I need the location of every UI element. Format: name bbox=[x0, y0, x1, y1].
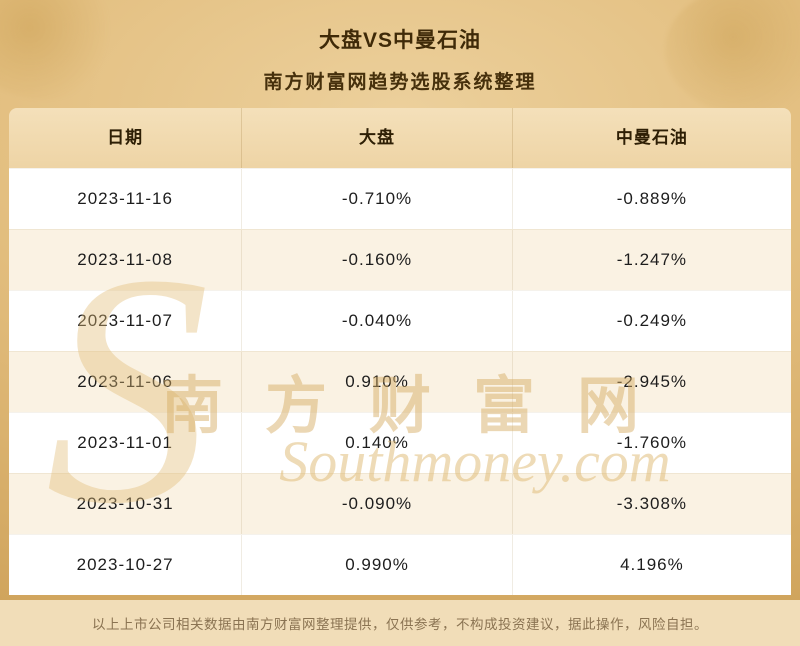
cell-stock: 4.196% bbox=[511, 535, 791, 595]
table-row: 2023-11-07 -0.040% -0.249% bbox=[9, 290, 791, 351]
cell-market: 0.910% bbox=[241, 352, 512, 412]
header-cell-stock: 中曼石油 bbox=[511, 108, 791, 168]
cell-market: -0.090% bbox=[241, 474, 512, 534]
cell-stock: -3.308% bbox=[511, 474, 791, 534]
cell-stock: -0.889% bbox=[511, 169, 791, 229]
table-header-row: 日期 大盘 中曼石油 bbox=[9, 108, 791, 168]
cell-stock: -1.760% bbox=[511, 413, 791, 473]
banner: 大盘VS中曼石油 南方财富网趋势选股系统整理 bbox=[0, 0, 800, 108]
cell-date: 2023-11-07 bbox=[77, 311, 173, 330]
cell-stock: -1.247% bbox=[511, 230, 791, 290]
table-row: 2023-10-27 0.990% 4.196% bbox=[9, 534, 791, 595]
cell-market: 0.140% bbox=[241, 413, 512, 473]
page-subtitle: 南方财富网趋势选股系统整理 bbox=[263, 72, 537, 93]
table-row: 2023-11-16 -0.710% -0.889% bbox=[9, 168, 791, 229]
cell-market: 0.990% bbox=[241, 535, 512, 595]
header-cell-market: 大盘 bbox=[241, 108, 512, 168]
table-row: 2023-11-08 -0.160% -1.247% bbox=[9, 229, 791, 290]
data-table: 日期 大盘 中曼石油 2023-11-16 -0.710% -0.889% 20… bbox=[9, 108, 791, 595]
cell-date: 2023-11-01 bbox=[77, 433, 173, 452]
page-title: 大盘VS中曼石油 bbox=[318, 29, 481, 52]
table-row: 2023-11-01 0.140% -1.760% bbox=[9, 412, 791, 473]
cell-date: 2023-10-27 bbox=[76, 555, 174, 574]
cell-date: 2023-11-06 bbox=[77, 372, 173, 391]
cell-market: -0.160% bbox=[241, 230, 512, 290]
cell-market: -0.710% bbox=[241, 169, 512, 229]
cell-date: 2023-10-31 bbox=[76, 494, 174, 513]
cell-stock: -2.945% bbox=[511, 352, 791, 412]
cell-stock: -0.249% bbox=[511, 291, 791, 351]
table-row: 2023-10-31 -0.090% -3.308% bbox=[9, 473, 791, 534]
header-cell-date: 日期 bbox=[107, 128, 144, 147]
footer-bar: 以上上市公司相关数据由南方财富网整理提供，仅供参考，不构成投资建议，据此操作，风… bbox=[0, 600, 800, 646]
disclaimer-text: 以上上市公司相关数据由南方财富网整理提供，仅供参考，不构成投资建议，据此操作，风… bbox=[92, 617, 708, 632]
table-row: 2023-11-06 0.910% -2.945% bbox=[9, 351, 791, 412]
cell-date: 2023-11-08 bbox=[77, 250, 173, 269]
table-body: 2023-11-16 -0.710% -0.889% 2023-11-08 -0… bbox=[9, 168, 791, 595]
cell-date: 2023-11-16 bbox=[77, 189, 173, 208]
cell-market: -0.040% bbox=[241, 291, 512, 351]
